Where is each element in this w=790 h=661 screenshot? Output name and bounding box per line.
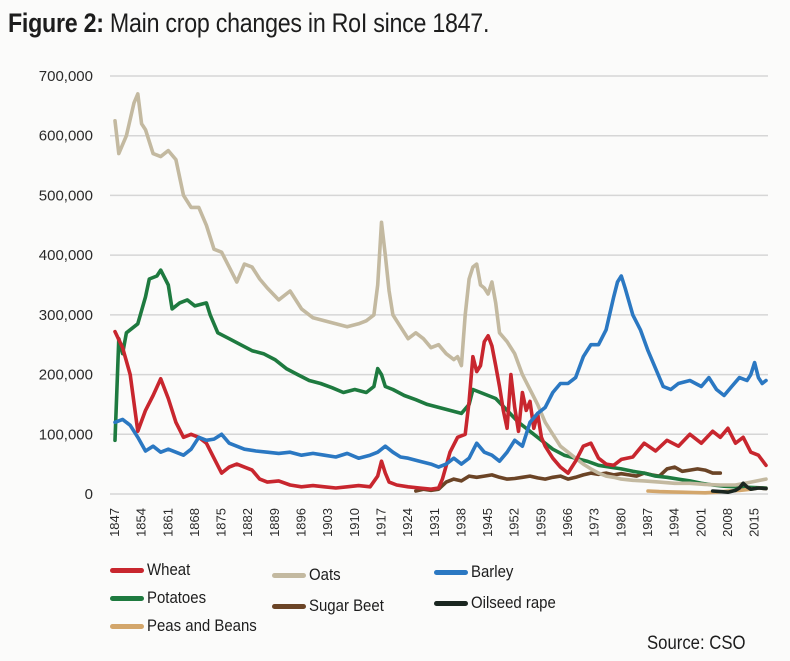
x-tick-label: 1980 xyxy=(613,508,628,537)
x-tick-label: 1994 xyxy=(667,508,682,537)
legend-label: Peas and Beans xyxy=(147,616,257,635)
x-tick-label: 1868 xyxy=(187,508,202,537)
sugar-beet-swatch xyxy=(272,603,306,609)
figure-caption: Main crop changes in RoI since 1847. xyxy=(109,8,490,38)
x-tick-label: 1910 xyxy=(347,508,362,537)
y-tick-label: 300,000 xyxy=(39,307,93,324)
series-oilseed-rape xyxy=(710,481,768,494)
x-tick-label: 1861 xyxy=(160,508,175,537)
series-oats xyxy=(113,92,768,487)
legend-item-oilseed-rape: Oilseed rape xyxy=(434,593,567,613)
x-tick-label: 1875 xyxy=(214,508,229,537)
x-tick-label: 1931 xyxy=(427,508,442,537)
x-tick-label: 1966 xyxy=(560,508,575,537)
x-tick-label: 1924 xyxy=(400,508,415,537)
series-lines xyxy=(113,92,768,495)
x-tick-label: 1882 xyxy=(240,508,255,537)
potatoes-swatch xyxy=(110,595,144,601)
x-tick-label: 1889 xyxy=(267,508,282,537)
x-tick-label: 2008 xyxy=(720,508,735,537)
legend-label: Potatoes xyxy=(147,588,207,607)
series-barley xyxy=(113,274,768,469)
oats-swatch xyxy=(272,572,306,578)
x-tick-label: 1903 xyxy=(320,508,335,537)
legend-label: Barley xyxy=(471,562,514,581)
legend-item-peas-and-beans: Peas and Beans xyxy=(110,616,272,636)
source-note: Source: CSO xyxy=(647,633,746,654)
x-tick-label: 1854 xyxy=(134,508,149,537)
peas-and-beans-swatch xyxy=(110,623,144,629)
y-tick-label: 100,000 xyxy=(39,426,93,443)
legend-label: Wheat xyxy=(147,560,191,579)
x-tick-label: 1987 xyxy=(640,508,655,537)
x-tick-label: 1952 xyxy=(507,508,522,537)
x-tick-label: 1917 xyxy=(373,508,388,537)
x-tick-label: 2001 xyxy=(693,508,708,537)
legend-item-potatoes: Potatoes xyxy=(110,588,214,608)
y-tick-label: 500,000 xyxy=(39,187,93,204)
legend-item-barley: Barley xyxy=(434,562,519,582)
x-tick-label: 1959 xyxy=(533,508,548,537)
wheat-swatch xyxy=(110,567,144,573)
legend-label: Oats xyxy=(309,565,341,584)
barley-swatch xyxy=(434,569,468,575)
y-tick-label: 200,000 xyxy=(39,367,93,384)
y-axis-ticks: 0 100,000 200,000 300,000 400,000 500,000 600,… xyxy=(39,68,93,503)
x-tick-label: 1938 xyxy=(453,508,468,537)
series-wheat xyxy=(113,329,768,491)
y-tick-label: 400,000 xyxy=(39,247,93,264)
legend-item-oats: Oats xyxy=(272,565,345,585)
oilseed-rape-swatch xyxy=(434,600,468,606)
x-tick-label: 2015 xyxy=(747,508,762,537)
series-potatoes xyxy=(113,268,768,490)
x-tick-label: 1945 xyxy=(480,508,495,537)
figure-number: Figure 2: xyxy=(8,8,104,38)
x-tick-label: 1896 xyxy=(294,508,309,537)
legend-item-wheat: Wheat xyxy=(110,560,196,580)
legend-label: Sugar Beet xyxy=(309,596,384,615)
legend-label: Oilseed rape xyxy=(471,593,556,612)
legend-item-sugar-beet: Sugar Beet xyxy=(272,596,394,616)
y-tick-label: 600,000 xyxy=(39,128,93,145)
x-tick-label: 1847 xyxy=(107,508,122,537)
y-tick-label: 700,000 xyxy=(39,68,93,85)
x-axis-ticks: 1847 1854 1861 1868 1875 1882 1889 1896 1903 1910… xyxy=(107,508,762,537)
y-tick-label: 0 xyxy=(85,486,93,503)
chart-title: Figure 2: Main crop changes in RoI since… xyxy=(8,8,489,39)
gridlines xyxy=(110,75,768,495)
series-sugar-beet xyxy=(414,465,723,493)
x-tick-label: 1973 xyxy=(587,508,602,537)
